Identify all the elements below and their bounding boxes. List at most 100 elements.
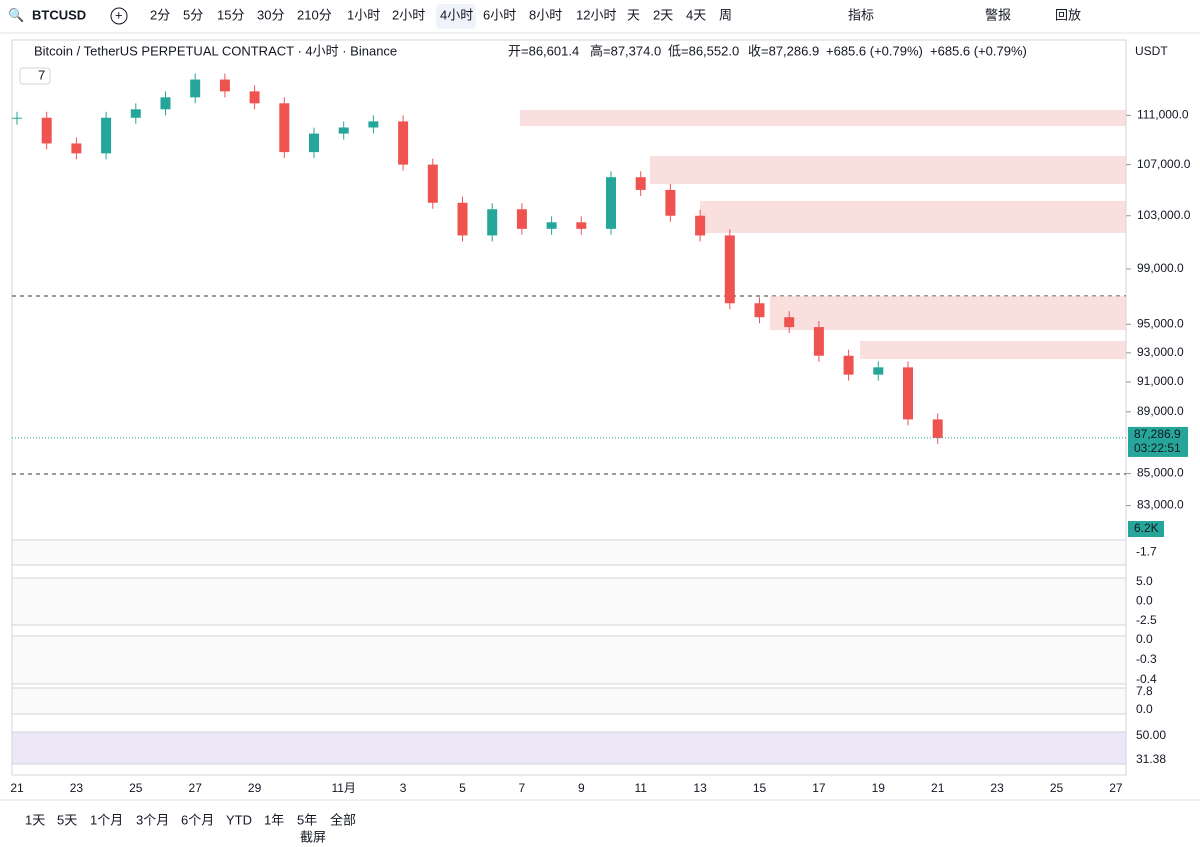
y-tick-label: 89,000.0 [1137, 404, 1184, 418]
interval[interactable]: 2天 [653, 7, 673, 22]
range-button[interactable]: 1天 [25, 812, 45, 827]
y-tick-label: 103,000.0 [1137, 208, 1191, 222]
search-icon: 🔍 [8, 6, 24, 22]
legend-low: 低=86,552.0 [668, 43, 739, 58]
interval[interactable]: 2小时 [392, 7, 425, 22]
price-label-bg [1128, 426, 1188, 457]
range-button[interactable]: 5年 [297, 812, 317, 827]
candle [130, 109, 141, 118]
tool[interactable]: 指标 [848, 7, 874, 22]
candle [516, 209, 527, 229]
collapse-badge[interactable] [19, 67, 51, 85]
interval[interactable]: 2分 [150, 7, 170, 22]
x-tick-label: 27 [189, 781, 203, 795]
candle [41, 117, 52, 144]
range-button[interactable]: 5天 [57, 812, 77, 827]
candle [160, 97, 171, 110]
x-tick-label: 21 [931, 781, 945, 795]
x-tick-label: 13 [693, 781, 707, 795]
x-tick-label: 15 [753, 781, 767, 795]
y-tick-label: 91,000.0 [1137, 374, 1184, 388]
x-tick-label: 19 [872, 781, 886, 795]
pane-label: 5.0 [1136, 574, 1153, 588]
candle [249, 91, 260, 104]
tool[interactable]: 回放 [1055, 7, 1081, 22]
interval[interactable]: 30分 [257, 7, 284, 22]
currency[interactable]: USDT [1135, 44, 1168, 58]
y-tick-label: 95,000.0 [1137, 316, 1184, 330]
interval[interactable]: 8小时 [529, 7, 562, 22]
x-tick-label: 29 [248, 781, 262, 795]
interval[interactable]: 6小时 [483, 7, 516, 22]
candle [457, 202, 468, 236]
tool[interactable]: 警报 [985, 7, 1011, 22]
pane [11, 577, 1127, 626]
interval[interactable]: 15分 [217, 7, 244, 22]
candle [665, 189, 676, 216]
pane-label: 50.00 [1136, 728, 1166, 742]
candle [338, 127, 349, 134]
candle [606, 177, 616, 229]
volume-label: 6.2K [1134, 521, 1159, 535]
candle [487, 209, 498, 236]
range-button[interactable]: 6个月 [181, 812, 214, 827]
pane-label: -1.7 [1136, 545, 1157, 559]
candle [398, 121, 409, 165]
x-tick-label: 11月 [331, 781, 355, 795]
candle [190, 79, 201, 98]
interval[interactable]: 天 [627, 7, 640, 22]
range-button[interactable]: 全部 [330, 812, 356, 827]
x-tick-label: 11 [634, 781, 647, 795]
legend-high: 高=87,374.0 [590, 43, 661, 58]
legend-close: 收=87,286.9 [748, 43, 819, 58]
candle [754, 303, 765, 318]
pane-label: 0.0 [1136, 702, 1153, 716]
interval[interactable]: 4小时 [440, 7, 473, 22]
x-tick-label: 21 [10, 781, 24, 795]
x-tick-label: 9 [578, 781, 585, 795]
candle [279, 103, 290, 153]
pane-label: 0.0 [1136, 594, 1153, 608]
pane-label: -0.3 [1136, 652, 1157, 666]
pane-label: 31.38 [1136, 752, 1166, 766]
badge-count: 7 [38, 67, 45, 82]
x-tick-label: 17 [812, 781, 826, 795]
interval[interactable]: 周 [719, 7, 732, 22]
candle [932, 419, 943, 438]
candle [219, 79, 230, 92]
interval[interactable]: 4天 [686, 7, 706, 22]
zone [520, 110, 1126, 126]
x-tick-label: 5 [459, 781, 466, 795]
interval[interactable]: 210分 [297, 7, 332, 22]
candle [784, 317, 795, 328]
add-button[interactable] [110, 7, 128, 25]
range-button[interactable]: 3个月 [136, 812, 169, 827]
price-label: 87,286.9 [1134, 427, 1181, 441]
symbol[interactable]: BTCUSD [32, 7, 86, 22]
interval[interactable]: 12小时 [576, 7, 616, 22]
candle [71, 143, 82, 154]
x-tick-label: 23 [70, 781, 84, 795]
candle [427, 164, 438, 203]
range-button[interactable]: 1年 [264, 812, 284, 827]
pane [11, 635, 1127, 685]
screenshot-label[interactable]: 截屏 [300, 829, 326, 844]
x-tick-label: 3 [400, 781, 407, 795]
interval[interactable]: 1小时 [347, 7, 380, 22]
x-tick-label: 27 [1109, 781, 1123, 795]
range-button[interactable]: YTD [226, 812, 252, 827]
pane [11, 539, 1127, 566]
x-tick-label: 23 [990, 781, 1004, 795]
interval[interactable]: 5分 [183, 7, 203, 22]
range-button[interactable]: 1个月 [90, 812, 123, 827]
x-tick-label: 25 [129, 781, 143, 795]
candle [101, 117, 112, 154]
pane-label: -0.4 [1136, 672, 1157, 686]
volume-label-bg [1128, 521, 1164, 537]
zone [700, 201, 1126, 233]
candle [695, 215, 706, 236]
add-icon: + [115, 7, 123, 22]
